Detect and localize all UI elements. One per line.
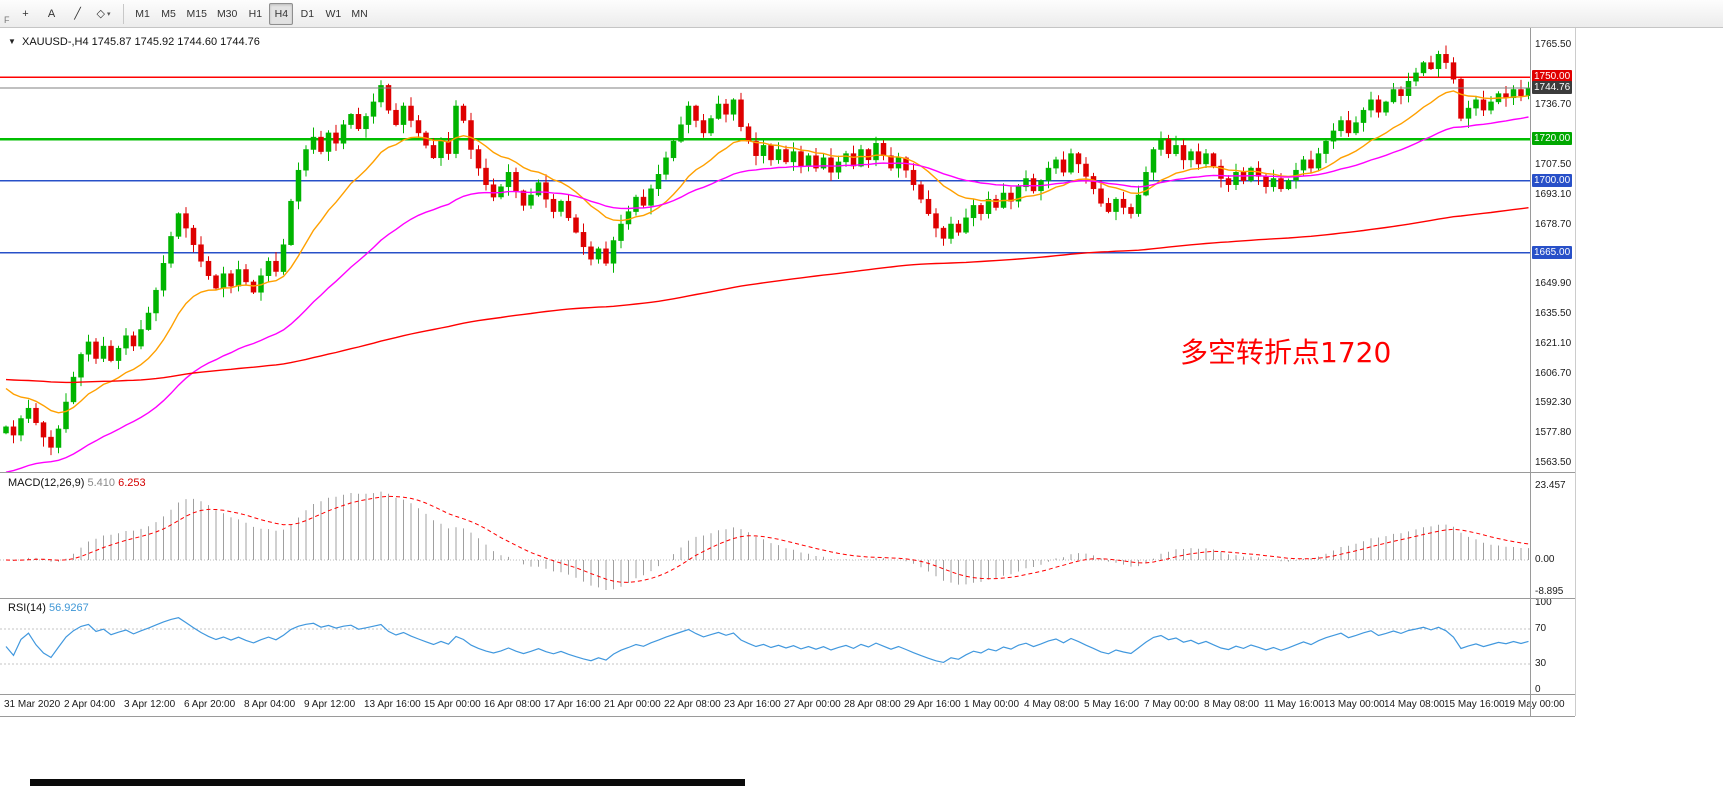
price-label: 1678.70: [1535, 219, 1572, 230]
time-label: 4 May 08:00: [1024, 699, 1080, 710]
time-label: 23 Apr 16:00: [724, 699, 781, 710]
price-label: 1707.50: [1535, 159, 1572, 170]
macd-main-value: 5.410: [87, 477, 116, 489]
rsi-scale-label: 30: [1535, 658, 1547, 669]
macd-scale-label: 0.00: [1535, 554, 1555, 565]
macd-scale-label: -8.895: [1535, 586, 1564, 597]
timeframe-group: M1 M5 M15 M30 H1 H4 D1 W1 MN: [130, 2, 373, 25]
time-label: 15 Apr 00:00: [424, 699, 481, 710]
chart-bottom-border: [0, 716, 1575, 717]
timeframe-m15-button[interactable]: M15: [186, 7, 207, 20]
rsi-scale-label: 70: [1535, 623, 1547, 634]
time-label: 28 Apr 08:00: [844, 699, 901, 710]
time-label: 22 Apr 08:00: [664, 699, 721, 710]
time-label: 8 May 08:00: [1204, 699, 1260, 710]
time-label: 17 Apr 16:00: [544, 699, 601, 710]
macd-label: MACD(12,26,9) 5.410 6.253: [8, 477, 146, 489]
price-label: 1765.50: [1535, 39, 1572, 50]
timeframe-m30-button[interactable]: M30: [216, 7, 238, 20]
time-label: 2 Apr 04:00: [64, 699, 116, 710]
time-label: 11 May 16:00: [1264, 699, 1324, 710]
timeframe-h4-button[interactable]: H4: [269, 2, 294, 25]
rsi-axis[interactable]: 100 70 30 0: [1531, 597, 1575, 695]
rsi-canvas[interactable]: [0, 599, 1530, 694]
macd-canvas[interactable]: [0, 473, 1530, 598]
price-axis[interactable]: 1765.50 1736.70 1707.50 1693.10 1678.70 1649.…: [1531, 28, 1575, 472]
price-label: 1635.50: [1535, 308, 1572, 319]
time-label: 3 Apr 12:00: [124, 699, 176, 710]
price-label: 1592.30: [1535, 397, 1572, 408]
time-label: 6 Apr 20:00: [184, 699, 236, 710]
price-axis-border: [1530, 28, 1531, 716]
timeframe-mn-button[interactable]: MN: [351, 7, 368, 20]
time-label: 14 May 08:00: [1384, 699, 1445, 710]
macd-title: MACD(12,26,9): [8, 477, 85, 489]
price-chart-canvas[interactable]: [0, 28, 1530, 472]
symbol-text: XAUUSD-,H4: [21, 36, 89, 48]
macd-scale-label: 23.457: [1535, 480, 1566, 491]
text-label-icon[interactable]: A: [47, 7, 56, 20]
timeframe-d1-button[interactable]: D1: [300, 7, 315, 20]
time-label: 21 Apr 00:00: [604, 699, 661, 710]
toolbar-separator: [122, 3, 124, 24]
price-label: 1693.10: [1535, 189, 1572, 200]
rsi-scale-label: 0: [1535, 684, 1541, 695]
macd-signal-value: 6.253: [118, 477, 146, 489]
price-label: 1563.50: [1535, 457, 1572, 468]
timeframe-h1-button[interactable]: H1: [248, 7, 263, 20]
pane-separator-macd[interactable]: [0, 472, 1575, 473]
current-price-badge: 1744.76: [1532, 81, 1573, 94]
timeframe-m1-button[interactable]: M1: [135, 7, 150, 20]
rsi-title: RSI(14): [8, 602, 46, 614]
time-axis-separator: [0, 694, 1575, 695]
time-label: 8 Apr 04:00: [244, 699, 296, 710]
rsi-scale-label: 100: [1535, 597, 1552, 608]
time-label: 1 May 00:00: [964, 699, 1020, 710]
timeframe-m5-button[interactable]: M5: [161, 7, 176, 20]
time-label: 9 Apr 12:00: [304, 699, 356, 710]
time-label: 16 Apr 08:00: [484, 699, 541, 710]
time-label: 5 May 16:00: [1084, 699, 1140, 710]
price-label: 1649.90: [1535, 278, 1572, 289]
time-label: 27 Apr 00:00: [784, 699, 841, 710]
price-label: 1606.70: [1535, 368, 1572, 379]
trendline-icon[interactable]: ╱: [74, 8, 81, 20]
shapes-icon[interactable]: ◇ ▾: [96, 8, 111, 20]
crosshair-icon[interactable]: +: [22, 7, 29, 20]
timeframe-w1-button[interactable]: W1: [325, 7, 342, 20]
symbol-label: ▼ XAUUSD-,H4 1745.87 1745.92 1744.60 174…: [8, 36, 260, 48]
chevron-down-icon[interactable]: ▼: [8, 37, 16, 46]
time-label: 13 May 00:00: [1324, 699, 1385, 710]
chart-right-border: [1575, 28, 1576, 716]
pivot-level-badge: 1720.00: [1532, 132, 1573, 145]
time-label: 7 May 00:00: [1144, 699, 1200, 710]
time-label: 29 Apr 16:00: [904, 699, 961, 710]
price-label: 1621.10: [1535, 338, 1572, 349]
taskbar-strip: [30, 779, 745, 786]
price-label: 1736.70: [1535, 99, 1572, 110]
macd-axis[interactable]: 23.457 0.00 -8.895: [1531, 473, 1575, 598]
drawing-tools-group: + A ╱ ◇ ▾: [13, 3, 117, 25]
support-level-badge: 1700.00: [1532, 174, 1573, 187]
toolbar-overflow-label: F: [4, 15, 10, 25]
time-axis[interactable]: 31 Mar 2020 2 Apr 04:00 3 Apr 12:00 6 Apr 2…: [0, 695, 1575, 716]
resistance-level-badge: 1750.00: [1532, 70, 1573, 83]
time-label: 31 Mar 2020: [4, 699, 61, 710]
time-label: 13 Apr 16:00: [364, 699, 421, 710]
price-label: 1577.80: [1535, 427, 1572, 438]
rsi-value: 56.9267: [48, 602, 89, 614]
time-label: 19 May 00:00: [1504, 699, 1565, 710]
pane-separator-rsi[interactable]: [0, 598, 1575, 599]
rsi-label: RSI(14) 56.9267: [8, 602, 89, 614]
ohlc-values: 1745.87 1745.92 1744.60 1744.76: [91, 36, 260, 48]
main-toolbar: F + A ╱ ◇ ▾ M1 M5 M15 M30 H1 H4 D1 W1 MN: [0, 0, 1723, 28]
time-label: 15 May 16:00: [1444, 699, 1505, 710]
support-level-badge-2: 1665.00: [1532, 246, 1573, 259]
chart-annotation[interactable]: 多空转折点1720: [1180, 336, 1392, 369]
dropdown-caret-icon: ▾: [106, 10, 111, 18]
